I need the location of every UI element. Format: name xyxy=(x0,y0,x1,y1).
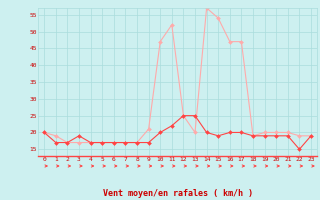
Text: Vent moyen/en rafales ( km/h ): Vent moyen/en rafales ( km/h ) xyxy=(103,189,252,198)
